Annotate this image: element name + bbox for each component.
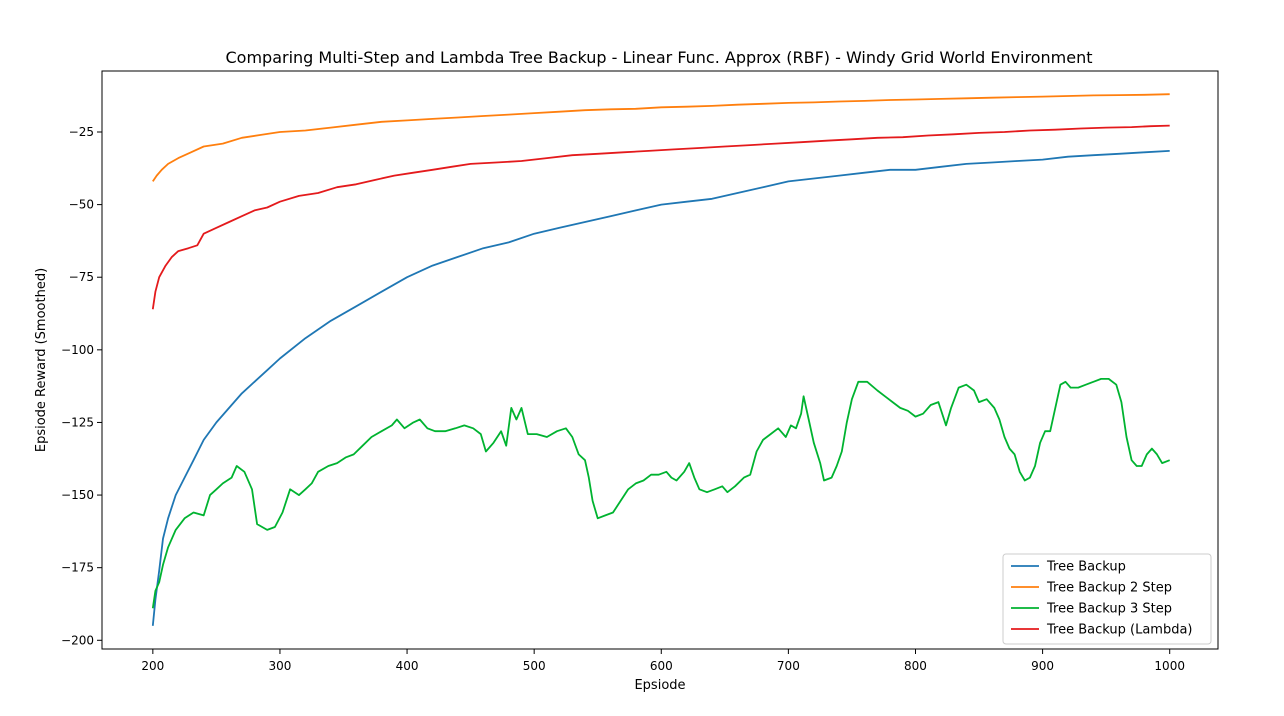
x-tick-label: 800 bbox=[904, 659, 927, 673]
x-tick-label: 900 bbox=[1031, 659, 1054, 673]
series-line-3 bbox=[151, 378, 1171, 609]
x-axis-label: Epsiode bbox=[634, 678, 685, 693]
y-tick-label: −175 bbox=[61, 561, 94, 575]
legend-label: Tree Backup (Lambda) bbox=[1046, 623, 1193, 638]
y-tick-label: −75 bbox=[69, 270, 94, 284]
legend-label: Tree Backup bbox=[1046, 560, 1126, 575]
x-tick-label: 700 bbox=[777, 659, 800, 673]
y-tick-label: −25 bbox=[69, 125, 94, 139]
series-line-2 bbox=[152, 93, 1170, 182]
x-tick-label: 1000 bbox=[1154, 659, 1185, 673]
legend-label: Tree Backup 3 Step bbox=[1046, 602, 1172, 617]
x-tick-label: 600 bbox=[650, 659, 673, 673]
x-axis: 200 300 400 500 600 700 800 900 1000 bbox=[141, 649, 1185, 673]
legend-label: Tree Backup 2 Step bbox=[1046, 581, 1172, 596]
x-tick-label: 200 bbox=[141, 659, 164, 673]
series-line-4 bbox=[151, 124, 1170, 310]
plot-frame bbox=[101, 70, 1219, 650]
series-layer bbox=[151, 93, 1171, 626]
legend: Tree Backup Tree Backup 2 Step Tree Backup… bbox=[1002, 553, 1212, 645]
x-tick-label: 300 bbox=[268, 659, 291, 673]
series-line-1 bbox=[151, 150, 1170, 626]
x-tick-label: 500 bbox=[523, 659, 546, 673]
chart-title: Comparing Multi-Step and Lambda Tree Bac… bbox=[225, 48, 1092, 67]
x-tick-label: 400 bbox=[396, 659, 419, 673]
y-tick-label: −100 bbox=[61, 343, 94, 357]
y-tick-label: −125 bbox=[61, 415, 94, 429]
legend-box bbox=[1002, 553, 1212, 645]
y-tick-label: −150 bbox=[61, 488, 94, 502]
y-tick-label: −200 bbox=[61, 633, 94, 647]
y-axis: −200 −175 −150 −125 −100 −75 −50 −25 bbox=[61, 125, 102, 647]
y-tick-label: −50 bbox=[69, 198, 94, 212]
y-axis-label: Epsiode Reward (Smoothed) bbox=[34, 268, 49, 452]
